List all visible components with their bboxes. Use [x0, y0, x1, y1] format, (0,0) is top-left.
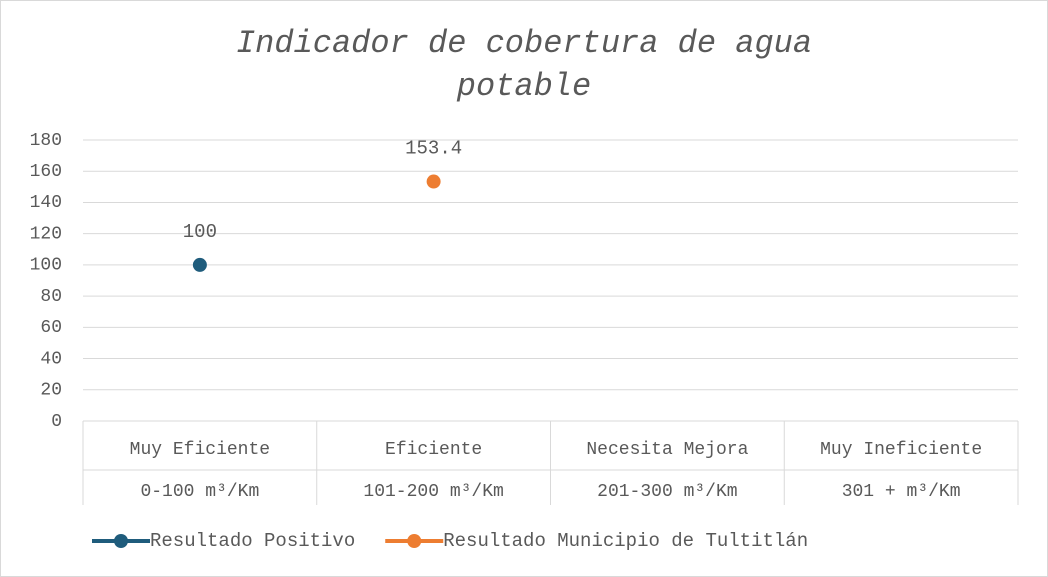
data-label: 100 — [183, 221, 217, 243]
y-tick-label: 120 — [30, 224, 62, 244]
legend-marker — [114, 534, 128, 548]
y-tick-label: 140 — [30, 193, 62, 213]
x-tick-sublabel: 0-100 m³/Km — [140, 482, 259, 502]
legend-label: Resultado Municipio de Tultitlán — [443, 530, 808, 552]
x-tick-label: Eficiente — [385, 440, 482, 460]
y-tick-label: 160 — [30, 162, 62, 182]
x-tick-sublabel: 301 + m³/Km — [842, 482, 961, 502]
x-tick-label: Necesita Mejora — [586, 440, 748, 460]
y-tick-label: 40 — [40, 349, 62, 369]
x-tick-sublabel: 101-200 m³/Km — [363, 482, 503, 502]
y-tick-label: 20 — [40, 381, 62, 401]
x-tick-label: Muy Ineficiente — [820, 440, 982, 460]
x-tick-sublabel: 201-300 m³/Km — [597, 482, 737, 502]
y-tick-label: 80 — [40, 287, 62, 307]
legend-marker — [407, 534, 422, 548]
data-point — [426, 174, 441, 189]
y-tick-label: 100 — [30, 256, 62, 276]
y-tick-label: 0 — [51, 412, 62, 432]
y-tick-label: 60 — [40, 318, 62, 338]
chart-title: Indicador de cobertura de agua potable — [235, 25, 813, 105]
data-label: 153.4 — [405, 138, 462, 160]
data-point — [192, 257, 207, 272]
legend-label: Resultado Positivo — [150, 530, 355, 552]
y-tick-label: 180 — [30, 131, 62, 151]
x-tick-label: Muy Eficiente — [130, 440, 270, 460]
